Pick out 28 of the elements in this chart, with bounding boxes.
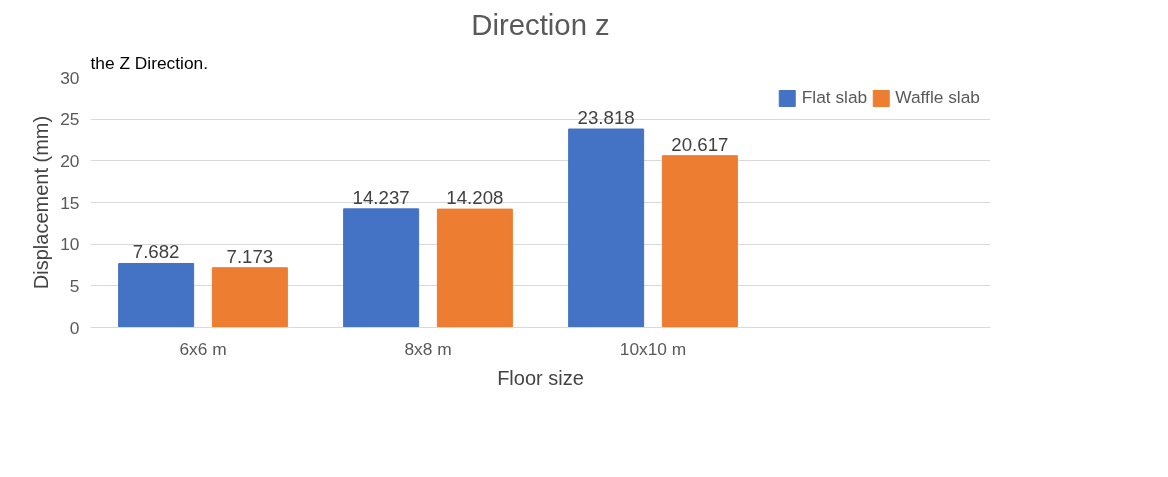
y-axis-title: Displacement (mm) xyxy=(30,115,53,290)
y-tick-label: 30 xyxy=(60,67,80,88)
y-tick-label: 25 xyxy=(60,109,80,130)
bar xyxy=(343,208,420,328)
bar xyxy=(118,262,195,328)
x-tick-label: 10x10 m xyxy=(619,338,687,359)
y-tick-label: 15 xyxy=(60,192,80,213)
y-tick-label: 5 xyxy=(69,275,80,296)
data-label: 7.682 xyxy=(132,241,180,263)
x-tick-label: 6x6 m xyxy=(179,338,227,359)
x-axis-title: Floor size xyxy=(497,366,584,389)
data-label: 7.173 xyxy=(226,245,274,267)
bar xyxy=(211,267,288,328)
legend-label: Flat slab xyxy=(801,87,868,108)
data-label: 23.818 xyxy=(577,107,635,129)
chart-title: Direction z xyxy=(471,7,610,41)
legend-label: Waffle slab xyxy=(895,87,980,108)
y-tick-label: 20 xyxy=(60,150,80,171)
y-tick-label: 10 xyxy=(60,234,80,255)
data-label: 14.208 xyxy=(446,187,504,209)
data-label: 20.617 xyxy=(671,133,729,155)
y-tick-label: 0 xyxy=(69,317,80,338)
text: the Z Direction. xyxy=(90,52,208,73)
bar xyxy=(568,128,645,328)
bar xyxy=(661,155,738,328)
x-tick-label: 8x8 m xyxy=(404,338,452,359)
bar xyxy=(436,208,513,328)
data-label: 14.237 xyxy=(352,186,410,208)
